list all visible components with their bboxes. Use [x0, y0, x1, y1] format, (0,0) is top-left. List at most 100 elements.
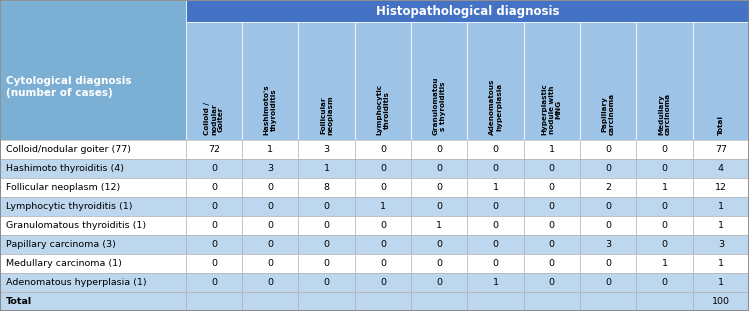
Bar — [355, 22, 411, 140]
Bar — [355, 254, 411, 273]
Bar — [298, 22, 355, 140]
Bar — [580, 216, 637, 235]
Text: 2: 2 — [605, 183, 611, 192]
Bar — [580, 197, 637, 216]
Text: 0: 0 — [493, 259, 499, 268]
Bar — [693, 197, 749, 216]
Bar — [298, 159, 355, 178]
Text: 0: 0 — [661, 278, 667, 287]
Bar — [637, 197, 693, 216]
Bar — [298, 254, 355, 273]
Text: 0: 0 — [267, 278, 273, 287]
Text: 0: 0 — [493, 145, 499, 154]
Text: 77: 77 — [715, 145, 727, 154]
Bar — [524, 292, 580, 311]
Text: 0: 0 — [324, 221, 330, 230]
Bar — [467, 159, 524, 178]
Text: Granulomatou
s thyroiditis: Granulomatou s thyroiditis — [433, 77, 446, 135]
Text: 0: 0 — [267, 259, 273, 268]
Bar — [637, 178, 693, 197]
Text: Cytological diagnosis
(number of cases): Cytological diagnosis (number of cases) — [6, 76, 132, 98]
Bar — [524, 159, 580, 178]
Bar — [411, 292, 467, 311]
Text: 3: 3 — [605, 240, 611, 249]
Text: 0: 0 — [661, 145, 667, 154]
Bar — [242, 235, 298, 254]
Text: 0: 0 — [549, 259, 555, 268]
Text: 0: 0 — [324, 259, 330, 268]
Bar — [242, 140, 298, 159]
Bar — [467, 22, 524, 140]
Text: 100: 100 — [712, 297, 730, 306]
Bar — [298, 216, 355, 235]
Text: 72: 72 — [208, 145, 220, 154]
Text: 1: 1 — [493, 183, 499, 192]
Bar — [242, 216, 298, 235]
Text: 0: 0 — [380, 259, 386, 268]
Bar — [467, 216, 524, 235]
Bar — [693, 159, 749, 178]
Text: 0: 0 — [661, 202, 667, 211]
Bar — [242, 178, 298, 197]
Text: 0: 0 — [549, 221, 555, 230]
Text: 0: 0 — [493, 240, 499, 249]
Text: Colloid/nodular goiter (77): Colloid/nodular goiter (77) — [6, 145, 131, 154]
Text: 0: 0 — [436, 145, 442, 154]
Bar — [186, 140, 242, 159]
Bar — [693, 140, 749, 159]
Bar — [580, 292, 637, 311]
Text: Lymphocytic thyroiditis (1): Lymphocytic thyroiditis (1) — [6, 202, 133, 211]
Text: 0: 0 — [324, 202, 330, 211]
Text: Colloid /
nodular
Goiter: Colloid / nodular Goiter — [204, 102, 224, 135]
Text: 1: 1 — [324, 164, 330, 173]
Text: 0: 0 — [267, 202, 273, 211]
Text: Follicular neoplasm (12): Follicular neoplasm (12) — [6, 183, 121, 192]
Bar — [298, 178, 355, 197]
Text: 0: 0 — [605, 145, 611, 154]
Bar — [298, 197, 355, 216]
Bar — [580, 273, 637, 292]
Bar — [0, 292, 186, 311]
Bar — [186, 22, 242, 140]
Text: 0: 0 — [436, 240, 442, 249]
Bar — [186, 292, 242, 311]
Bar — [693, 216, 749, 235]
Bar — [242, 159, 298, 178]
Bar — [467, 273, 524, 292]
Bar — [693, 235, 749, 254]
Text: 0: 0 — [211, 183, 217, 192]
Text: 0: 0 — [549, 278, 555, 287]
Bar — [186, 0, 749, 22]
Text: 0: 0 — [436, 202, 442, 211]
Text: 0: 0 — [549, 240, 555, 249]
Bar — [580, 22, 637, 140]
Text: 0: 0 — [436, 183, 442, 192]
Text: Adenomatous hyperplasia (1): Adenomatous hyperplasia (1) — [6, 278, 147, 287]
Bar — [0, 235, 186, 254]
Bar — [693, 22, 749, 140]
Text: Hashimoto thyroiditis (4): Hashimoto thyroiditis (4) — [6, 164, 124, 173]
Bar — [411, 178, 467, 197]
Bar — [298, 140, 355, 159]
Bar — [637, 140, 693, 159]
Bar — [693, 273, 749, 292]
Text: Histopathological diagnosis: Histopathological diagnosis — [376, 4, 559, 17]
Bar — [186, 178, 242, 197]
Bar — [637, 216, 693, 235]
Text: 1: 1 — [436, 221, 442, 230]
Text: 0: 0 — [605, 202, 611, 211]
Text: 0: 0 — [380, 183, 386, 192]
Bar — [580, 178, 637, 197]
Text: Lymphocytic
throiditis: Lymphocytic throiditis — [377, 84, 389, 135]
Bar — [355, 159, 411, 178]
Text: 0: 0 — [436, 259, 442, 268]
Bar — [693, 178, 749, 197]
Bar — [298, 292, 355, 311]
Bar — [355, 273, 411, 292]
Text: 1: 1 — [549, 145, 555, 154]
Text: 0: 0 — [380, 278, 386, 287]
Text: 0: 0 — [493, 221, 499, 230]
Bar — [524, 216, 580, 235]
Text: 0: 0 — [605, 259, 611, 268]
Bar — [524, 178, 580, 197]
